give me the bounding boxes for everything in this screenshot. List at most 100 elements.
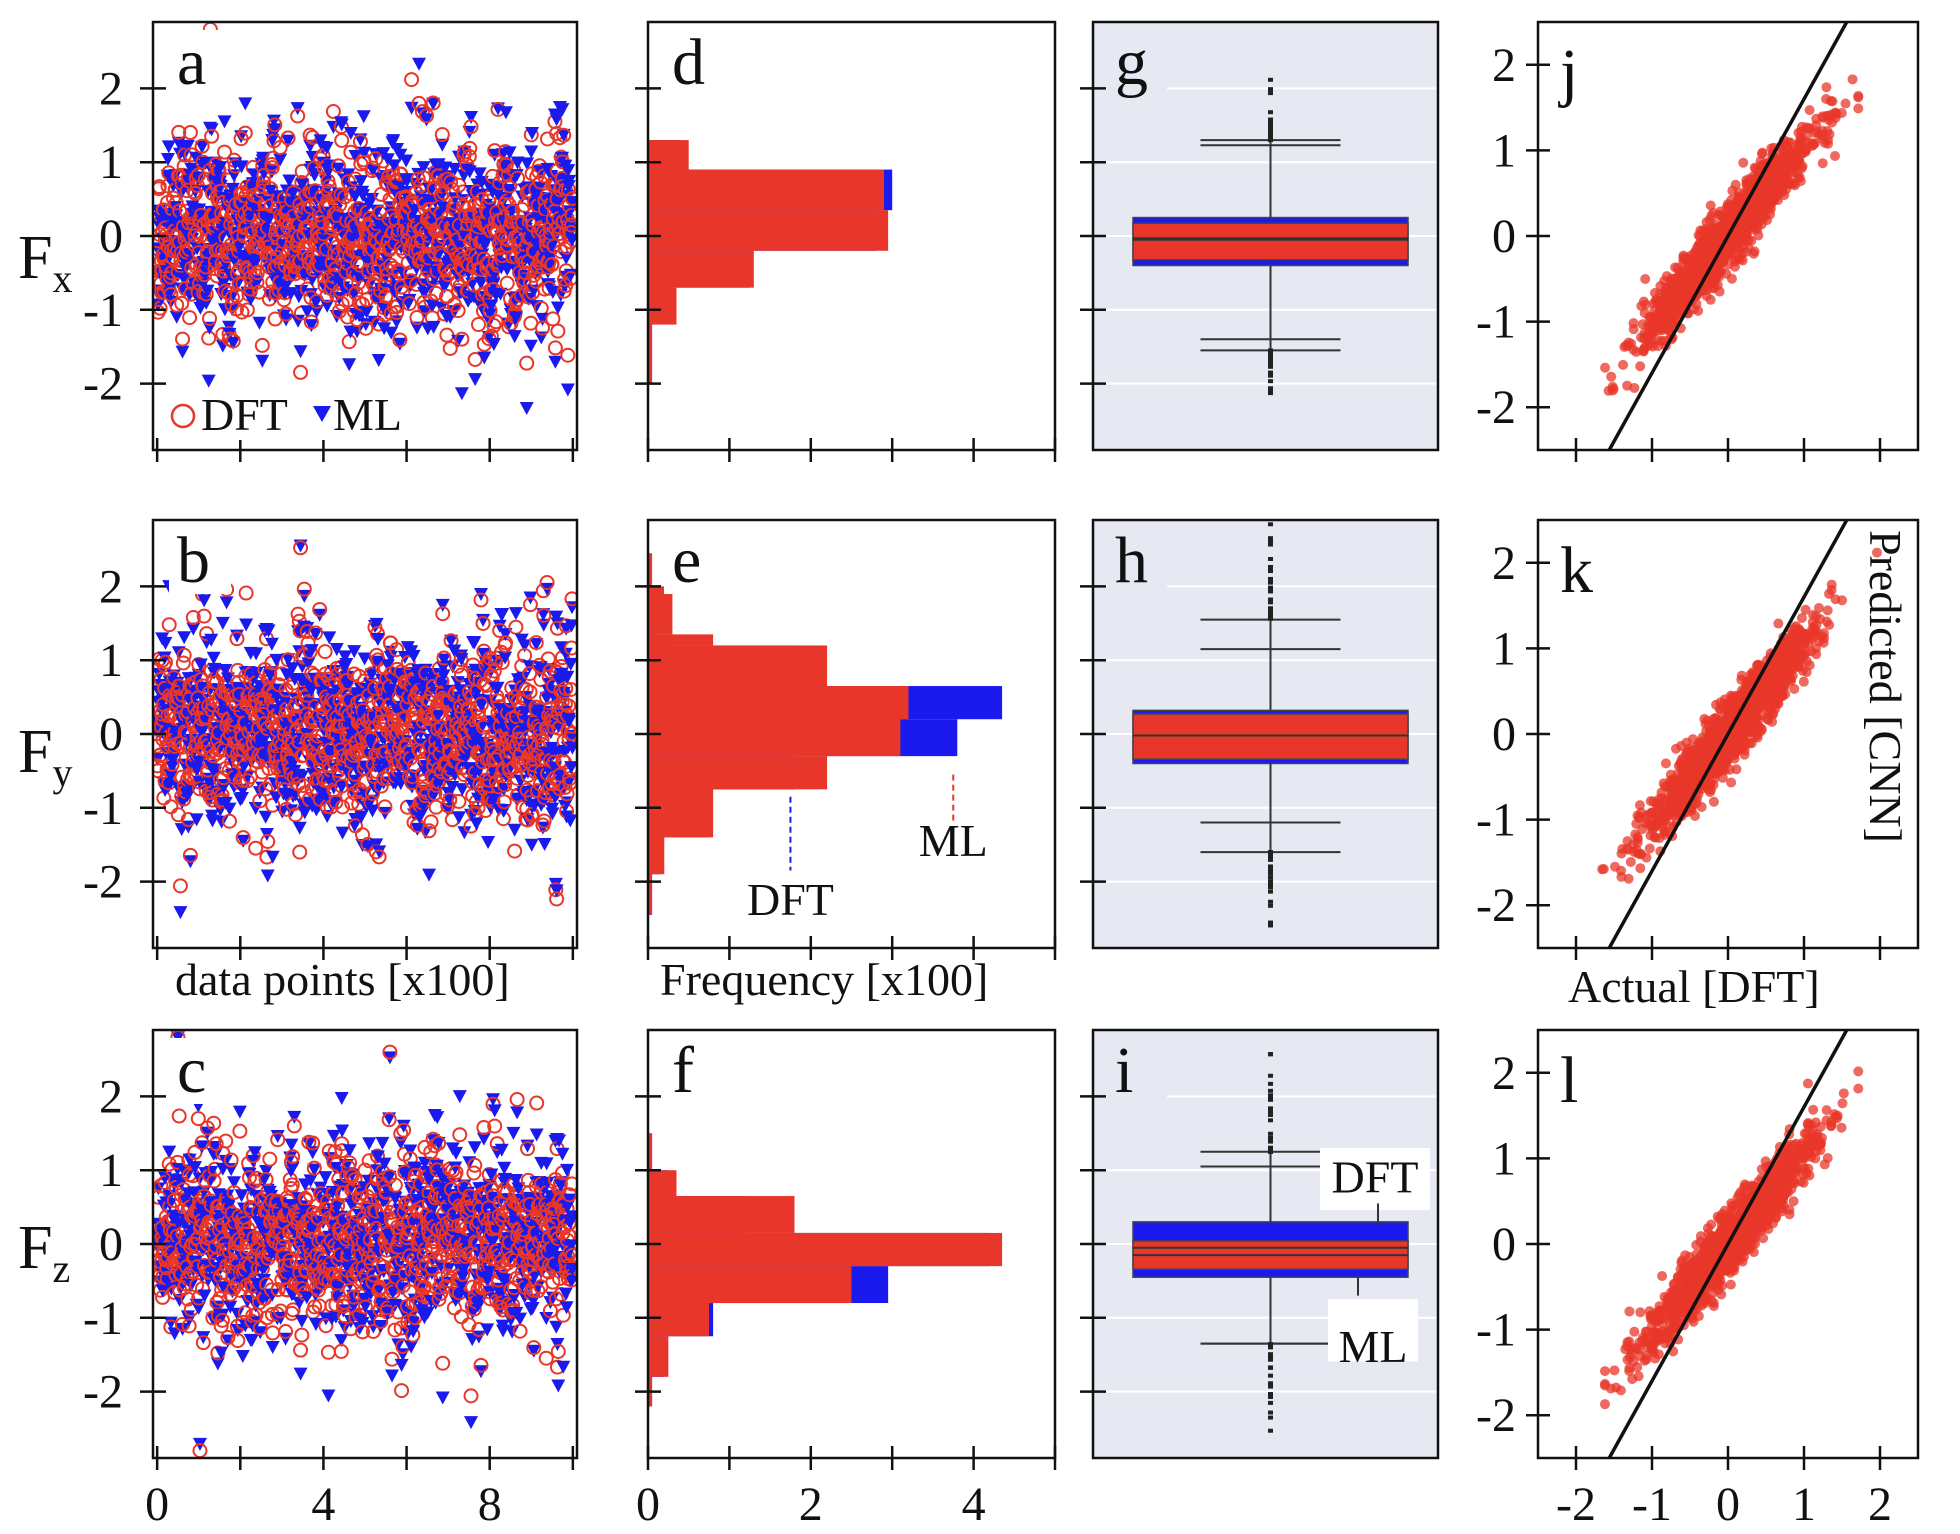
ml-point	[334, 780, 349, 794]
hist-xlabel: Frequency [x100]	[660, 954, 988, 1005]
dft-point	[539, 575, 555, 591]
ml-point	[474, 699, 489, 713]
dft-point	[194, 1135, 210, 1151]
dft-point	[510, 170, 526, 186]
ml-point	[563, 657, 577, 671]
ml-point	[364, 668, 379, 682]
ml-point	[169, 310, 184, 324]
ml-point	[447, 162, 462, 176]
dft-point	[174, 295, 190, 311]
ml-point	[464, 111, 478, 125]
dft-point	[206, 1173, 222, 1189]
ml-point	[244, 1334, 259, 1348]
ml-point	[410, 822, 425, 836]
ml-point	[259, 1165, 274, 1179]
row-label-fy: Fy	[18, 718, 72, 795]
ml-point	[215, 1308, 230, 1322]
ml-point	[313, 1181, 328, 1195]
ml-point	[326, 1129, 341, 1143]
ml-point	[473, 276, 488, 290]
ml-point	[331, 162, 346, 176]
ml-point	[330, 1291, 345, 1305]
ml-point	[550, 301, 565, 315]
dft-point	[400, 655, 416, 671]
ml-point	[293, 1367, 308, 1381]
ml-point	[491, 102, 506, 116]
row-label-fx: Fx	[18, 224, 72, 301]
dft-point	[280, 130, 296, 146]
ml-point	[555, 103, 570, 117]
dft-point	[564, 640, 577, 656]
dft-point	[389, 305, 405, 321]
dft-point	[564, 726, 577, 742]
panel-letter: a	[177, 26, 206, 99]
parity-ylabel: Predicted [CNN]	[1860, 530, 1911, 843]
ml-point	[285, 1161, 300, 1175]
ml-point	[263, 184, 278, 198]
ml-point	[222, 1198, 237, 1212]
dft-point	[378, 288, 394, 304]
ml-point	[299, 1291, 314, 1305]
dft-point	[195, 1335, 211, 1351]
dft-point	[392, 332, 408, 348]
legend-dft-label: DFT	[201, 389, 288, 440]
ml-point	[438, 161, 453, 175]
ml-point	[157, 651, 172, 665]
dft-point	[187, 185, 203, 201]
dft-point	[175, 655, 191, 671]
dft-point	[548, 882, 564, 898]
ml-point	[304, 644, 319, 658]
ml-point	[483, 308, 498, 322]
ml-point	[426, 667, 441, 681]
ml-point	[370, 632, 385, 646]
ml-point	[187, 1186, 202, 1200]
ml-point	[170, 1031, 185, 1045]
dft-point	[252, 1320, 268, 1336]
ml-point	[331, 1280, 346, 1294]
ml-point	[226, 336, 241, 350]
ml-point	[255, 781, 270, 795]
dft-point	[524, 806, 540, 822]
dft-point	[176, 647, 192, 663]
dft-point	[229, 631, 245, 647]
ml-point	[321, 1389, 336, 1403]
ml-point	[225, 182, 240, 196]
ml-point	[513, 774, 528, 788]
legend-dft-marker	[170, 403, 196, 429]
dft-point	[434, 127, 450, 143]
ml-point	[370, 655, 385, 669]
ml-point	[163, 769, 178, 783]
dft-point	[545, 311, 561, 327]
ml-point	[300, 305, 315, 319]
ml-point	[230, 1307, 245, 1321]
ml-point	[422, 868, 437, 882]
ml-point	[482, 201, 497, 215]
ml-point	[267, 123, 282, 137]
dft-point	[473, 592, 489, 608]
ml-point	[238, 97, 253, 111]
ml-point	[191, 1301, 206, 1315]
dft-point	[214, 1312, 230, 1328]
ml-point	[303, 1174, 318, 1188]
dft-point	[502, 763, 518, 779]
ml-point	[556, 128, 571, 142]
dft-point	[368, 151, 384, 167]
ml-point	[377, 322, 392, 336]
ml-point	[261, 624, 276, 638]
ml-point	[198, 156, 213, 170]
ml-point	[537, 838, 552, 852]
ml-point	[265, 850, 280, 864]
ml-point	[158, 636, 173, 650]
ml-point	[197, 1185, 212, 1199]
ml-point	[490, 681, 505, 695]
ml-point	[220, 672, 235, 686]
y-tick-label: 2	[99, 560, 123, 613]
dft-point	[498, 635, 514, 651]
ml-point	[524, 838, 539, 852]
ml-point	[293, 345, 308, 359]
ml-point	[165, 760, 180, 774]
dft-point	[536, 607, 552, 623]
panel-letter: b	[177, 524, 210, 597]
